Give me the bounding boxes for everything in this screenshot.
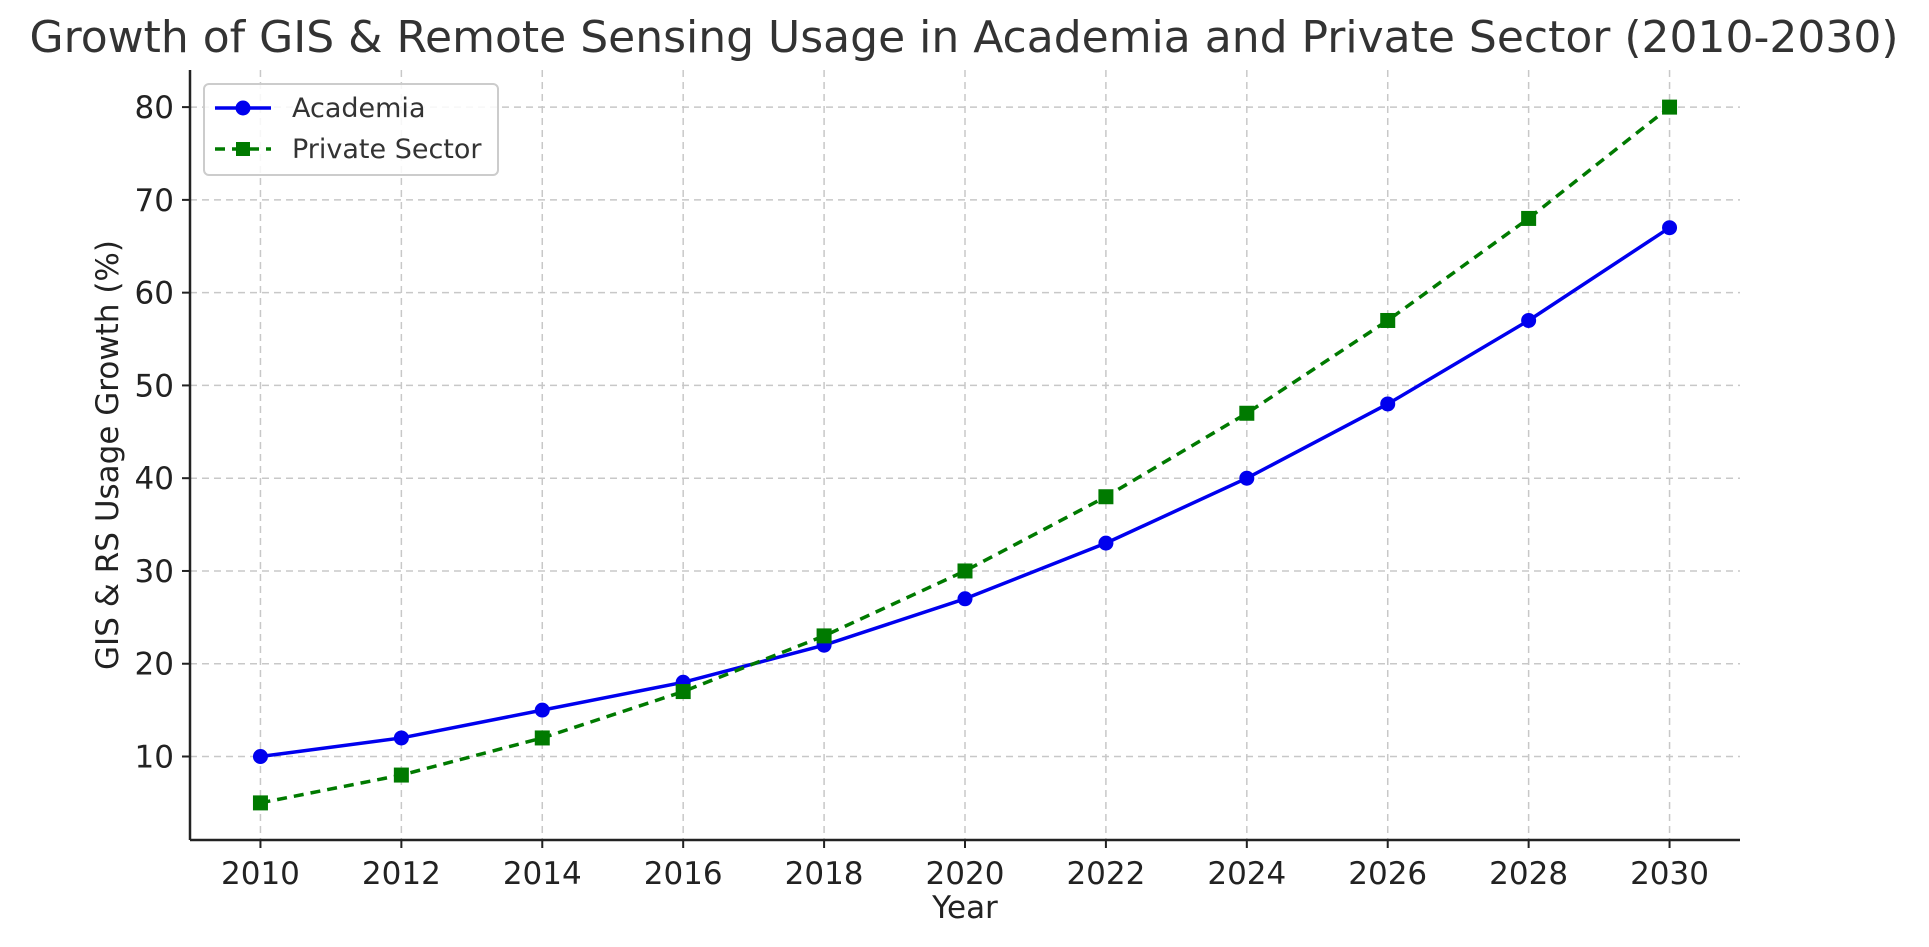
data-point-private-sector: [1098, 489, 1114, 505]
series-line-private-sector: [260, 105, 1671, 805]
y-tick-label: 50: [135, 368, 174, 404]
legend-label-academia: Academia: [292, 93, 425, 124]
data-point-academia: [1239, 470, 1255, 486]
x-tick-label: 2012: [362, 856, 441, 892]
x-tick-label: 2028: [1489, 856, 1568, 892]
series-private-sector: [252, 99, 1678, 811]
data-point-private-sector: [675, 684, 691, 700]
data-point-private-sector: [393, 767, 409, 783]
x-tick-label: 2030: [1630, 856, 1709, 892]
y-axis-label: GIS & RS Usage Growth (%): [90, 240, 126, 670]
x-tick-label: 2020: [926, 856, 1005, 892]
x-tick-label: 2026: [1348, 856, 1427, 892]
data-point-academia: [1098, 535, 1114, 551]
x-tick-label: 2014: [503, 856, 582, 892]
x-tick-label: 2010: [221, 856, 300, 892]
x-axis-ticks: 2010 2012 2014 2016 2018 2020 2022 2024 2026 2028…: [221, 840, 1709, 892]
series-group: [252, 99, 1678, 811]
legend-marker-academia: [235, 100, 251, 116]
x-tick-label: 2024: [1207, 856, 1286, 892]
x-tick-label: 2022: [1066, 856, 1145, 892]
data-point-private-sector: [1380, 312, 1396, 328]
y-tick-label: 40: [135, 461, 174, 497]
data-point-academia: [534, 702, 550, 718]
x-axis-label: Year: [931, 890, 998, 926]
data-point-academia: [252, 749, 268, 765]
y-tick-label: 10: [135, 740, 174, 776]
legend: Academia Private Sector: [203, 83, 499, 176]
grid-lines: [190, 70, 1740, 840]
data-point-private-sector: [1662, 99, 1678, 115]
data-point-academia: [957, 591, 973, 607]
chart-title: Growth of GIS & Remote Sensing Usage in …: [30, 12, 1899, 63]
y-tick-label: 20: [135, 647, 174, 683]
data-point-private-sector: [957, 563, 973, 579]
legend-label-private-sector: Private Sector: [292, 134, 482, 165]
y-tick-label: 80: [135, 90, 174, 126]
data-point-private-sector: [816, 628, 832, 644]
y-tick-label: 60: [135, 276, 174, 312]
data-point-private-sector: [252, 795, 268, 811]
y-axis-ticks: 10 20 30 40 50 60 70 80: [135, 90, 190, 776]
legend-frame: [203, 83, 499, 176]
data-point-academia: [393, 730, 409, 746]
data-point-academia: [1380, 396, 1396, 412]
legend-marker-private-sector: [236, 142, 250, 156]
x-tick-label: 2018: [785, 856, 864, 892]
data-point-private-sector: [534, 730, 550, 746]
data-point-private-sector: [1521, 210, 1537, 226]
y-tick-label: 30: [135, 554, 174, 590]
x-tick-label: 2016: [644, 856, 723, 892]
data-point-academia: [1521, 312, 1537, 328]
y-tick-label: 70: [135, 183, 174, 219]
data-point-private-sector: [1239, 405, 1255, 421]
data-point-academia: [1662, 220, 1678, 236]
